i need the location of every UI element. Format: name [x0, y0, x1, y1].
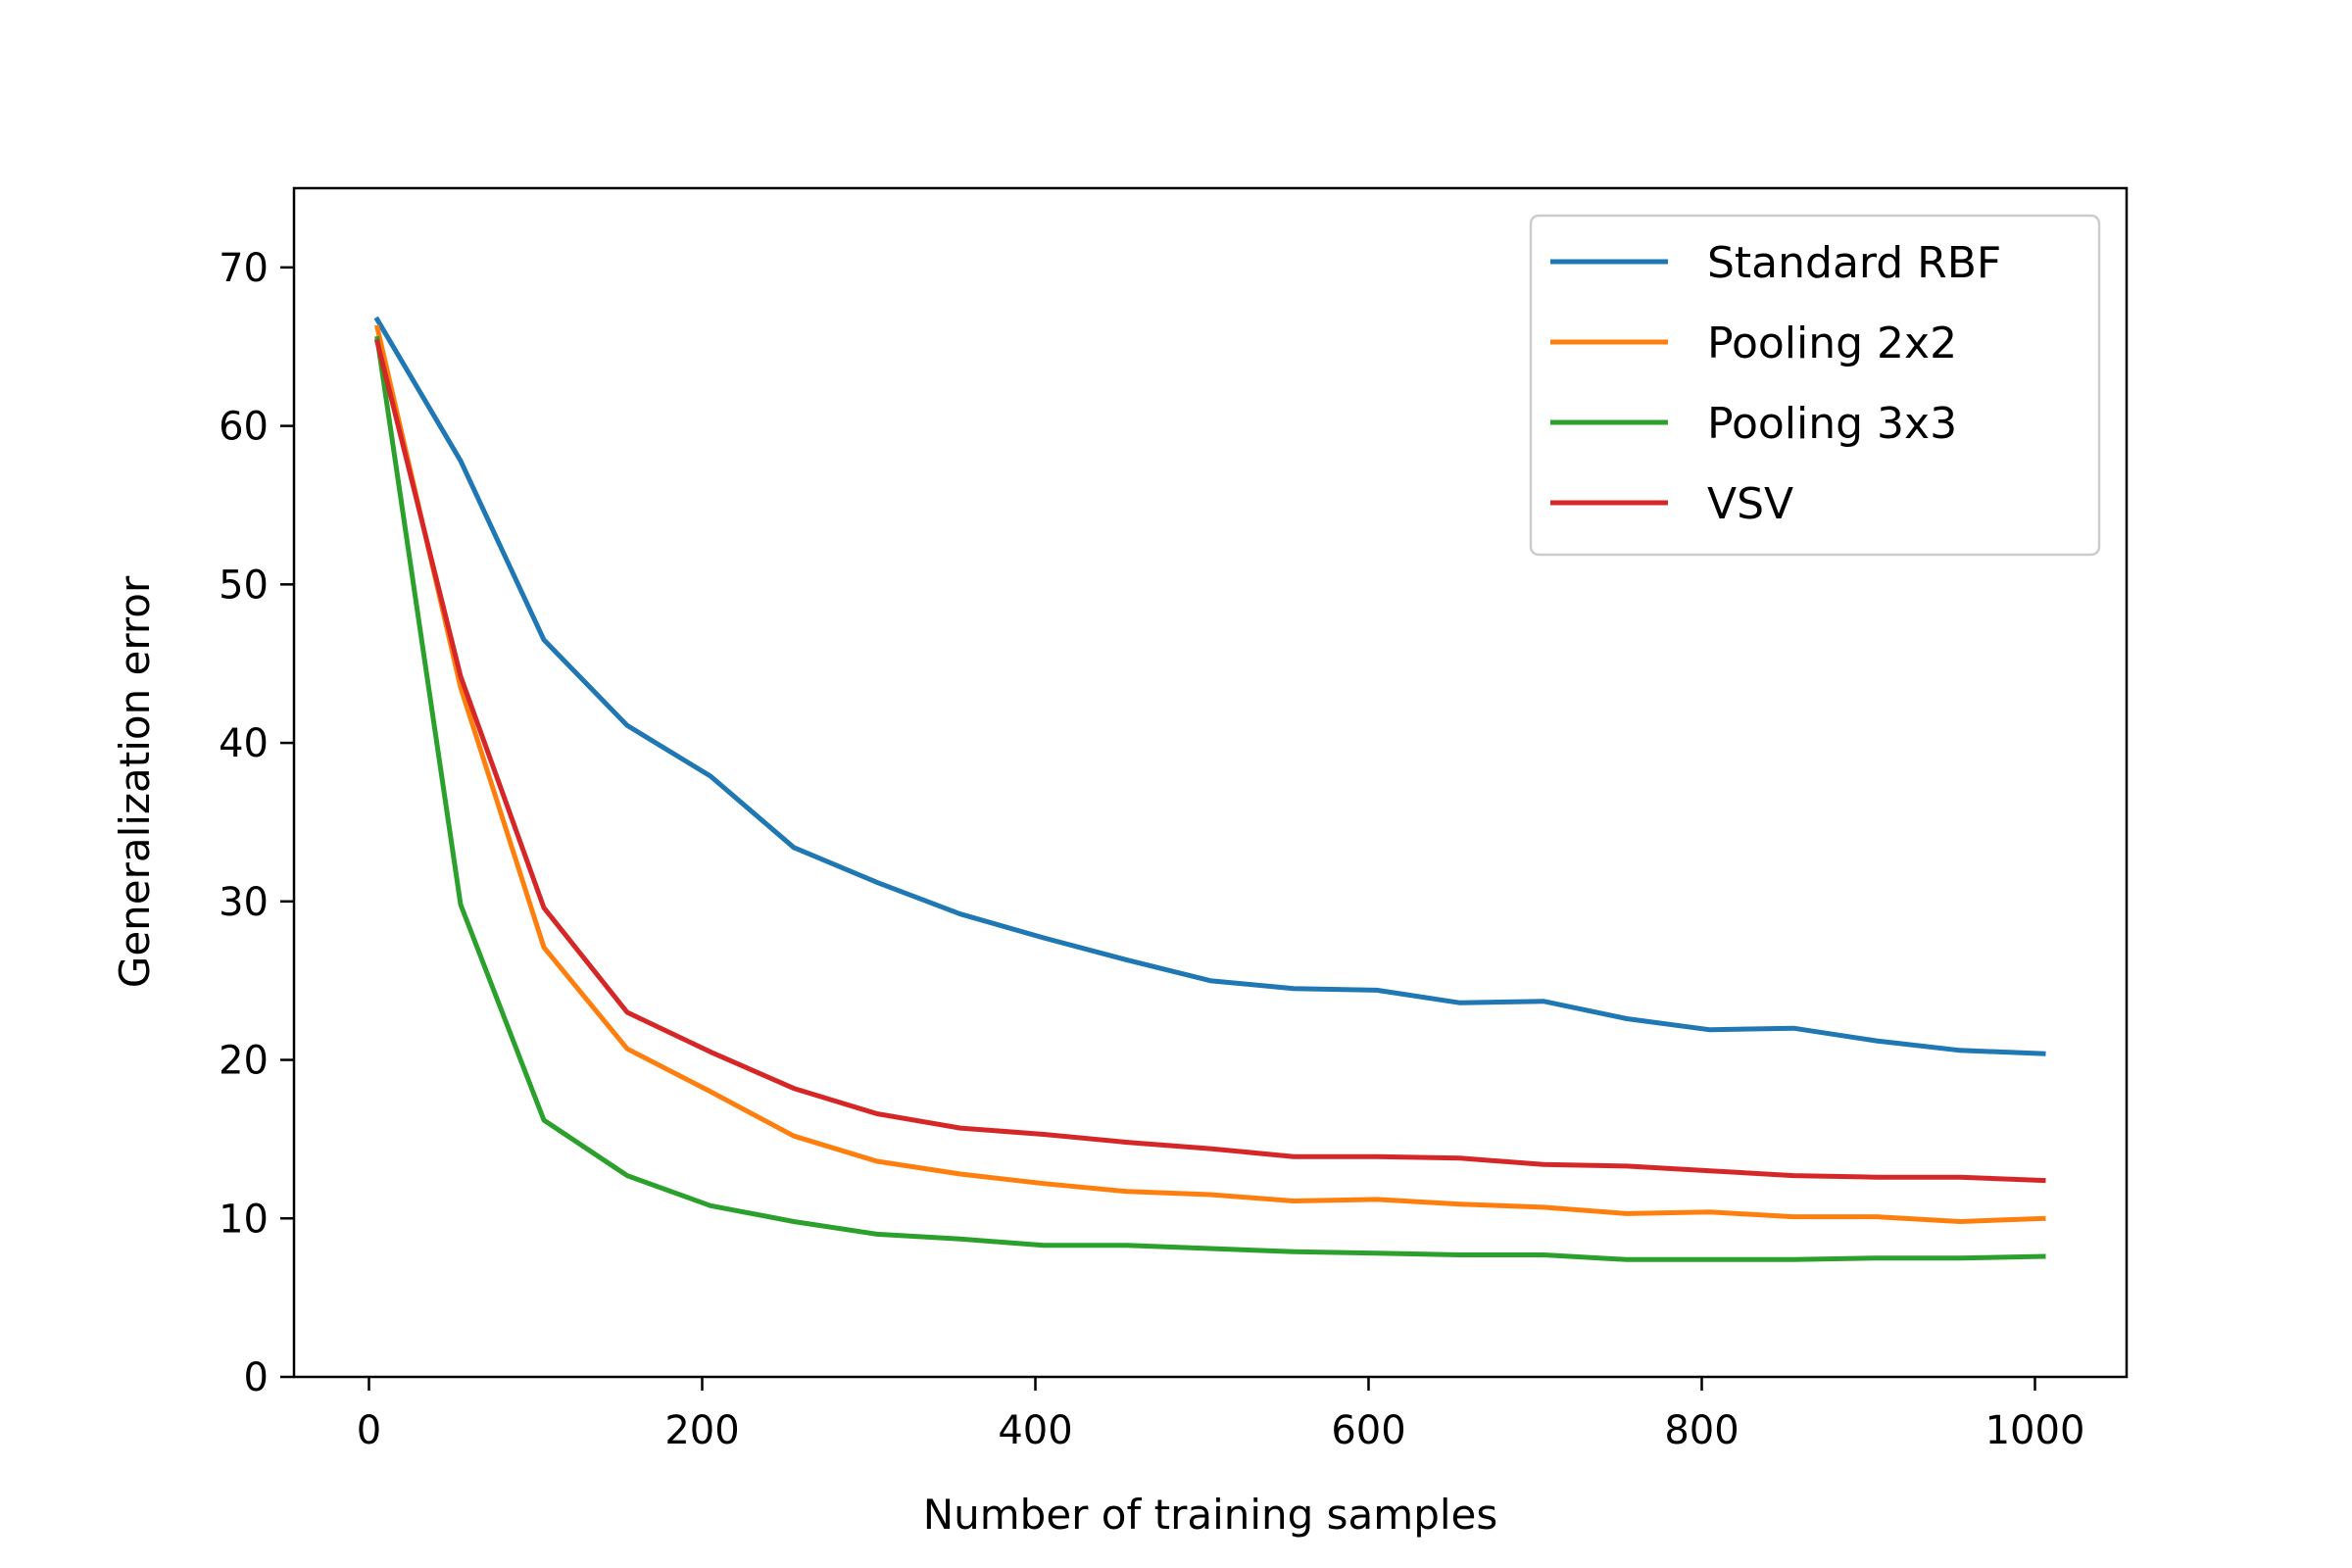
x-tick-label: 400: [998, 1408, 1072, 1453]
legend-label: Standard RBF: [1707, 238, 2001, 288]
plot-area: [373, 316, 2046, 1262]
axes-frame: [292, 186, 2129, 1379]
legend: Standard RBF Pooling 2x2 Pooling 3x3 VSV: [1529, 214, 2101, 557]
series-line-1: [373, 316, 2046, 1056]
y-tick-label: 0: [244, 1355, 269, 1400]
x-axis-label: Number of training samples: [923, 1491, 1498, 1539]
y-axis: 0 10 20 30 40 50 60 70: [219, 246, 294, 1400]
series-line-4: [373, 338, 2046, 1184]
x-tick-label: 1000: [1985, 1408, 2085, 1453]
legend-label: VSV: [1707, 479, 1793, 529]
y-tick-label: 30: [219, 880, 269, 925]
x-tick-label: 200: [664, 1408, 739, 1453]
y-tick-label: 70: [219, 246, 269, 291]
y-tick-label: 40: [219, 721, 269, 766]
y-tick-label: 20: [219, 1039, 269, 1084]
y-tick-label: 60: [219, 405, 269, 450]
x-axis: 0 200 400 600 800 1000: [357, 1377, 2085, 1453]
series-line-2: [374, 324, 2046, 1224]
y-axis-label: Generalization error: [111, 575, 159, 988]
x-tick-label: 600: [1331, 1408, 1405, 1453]
legend-label: Pooling 2x2: [1707, 318, 1957, 368]
legend-label: Pooling 3x3: [1707, 399, 1957, 449]
x-tick-label: 0: [357, 1408, 381, 1453]
y-tick-label: 50: [219, 563, 269, 608]
x-tick-label: 800: [1664, 1408, 1739, 1453]
legend-box: [1529, 214, 2101, 557]
series-line-3: [374, 335, 2046, 1262]
y-tick-label: 10: [219, 1197, 269, 1242]
